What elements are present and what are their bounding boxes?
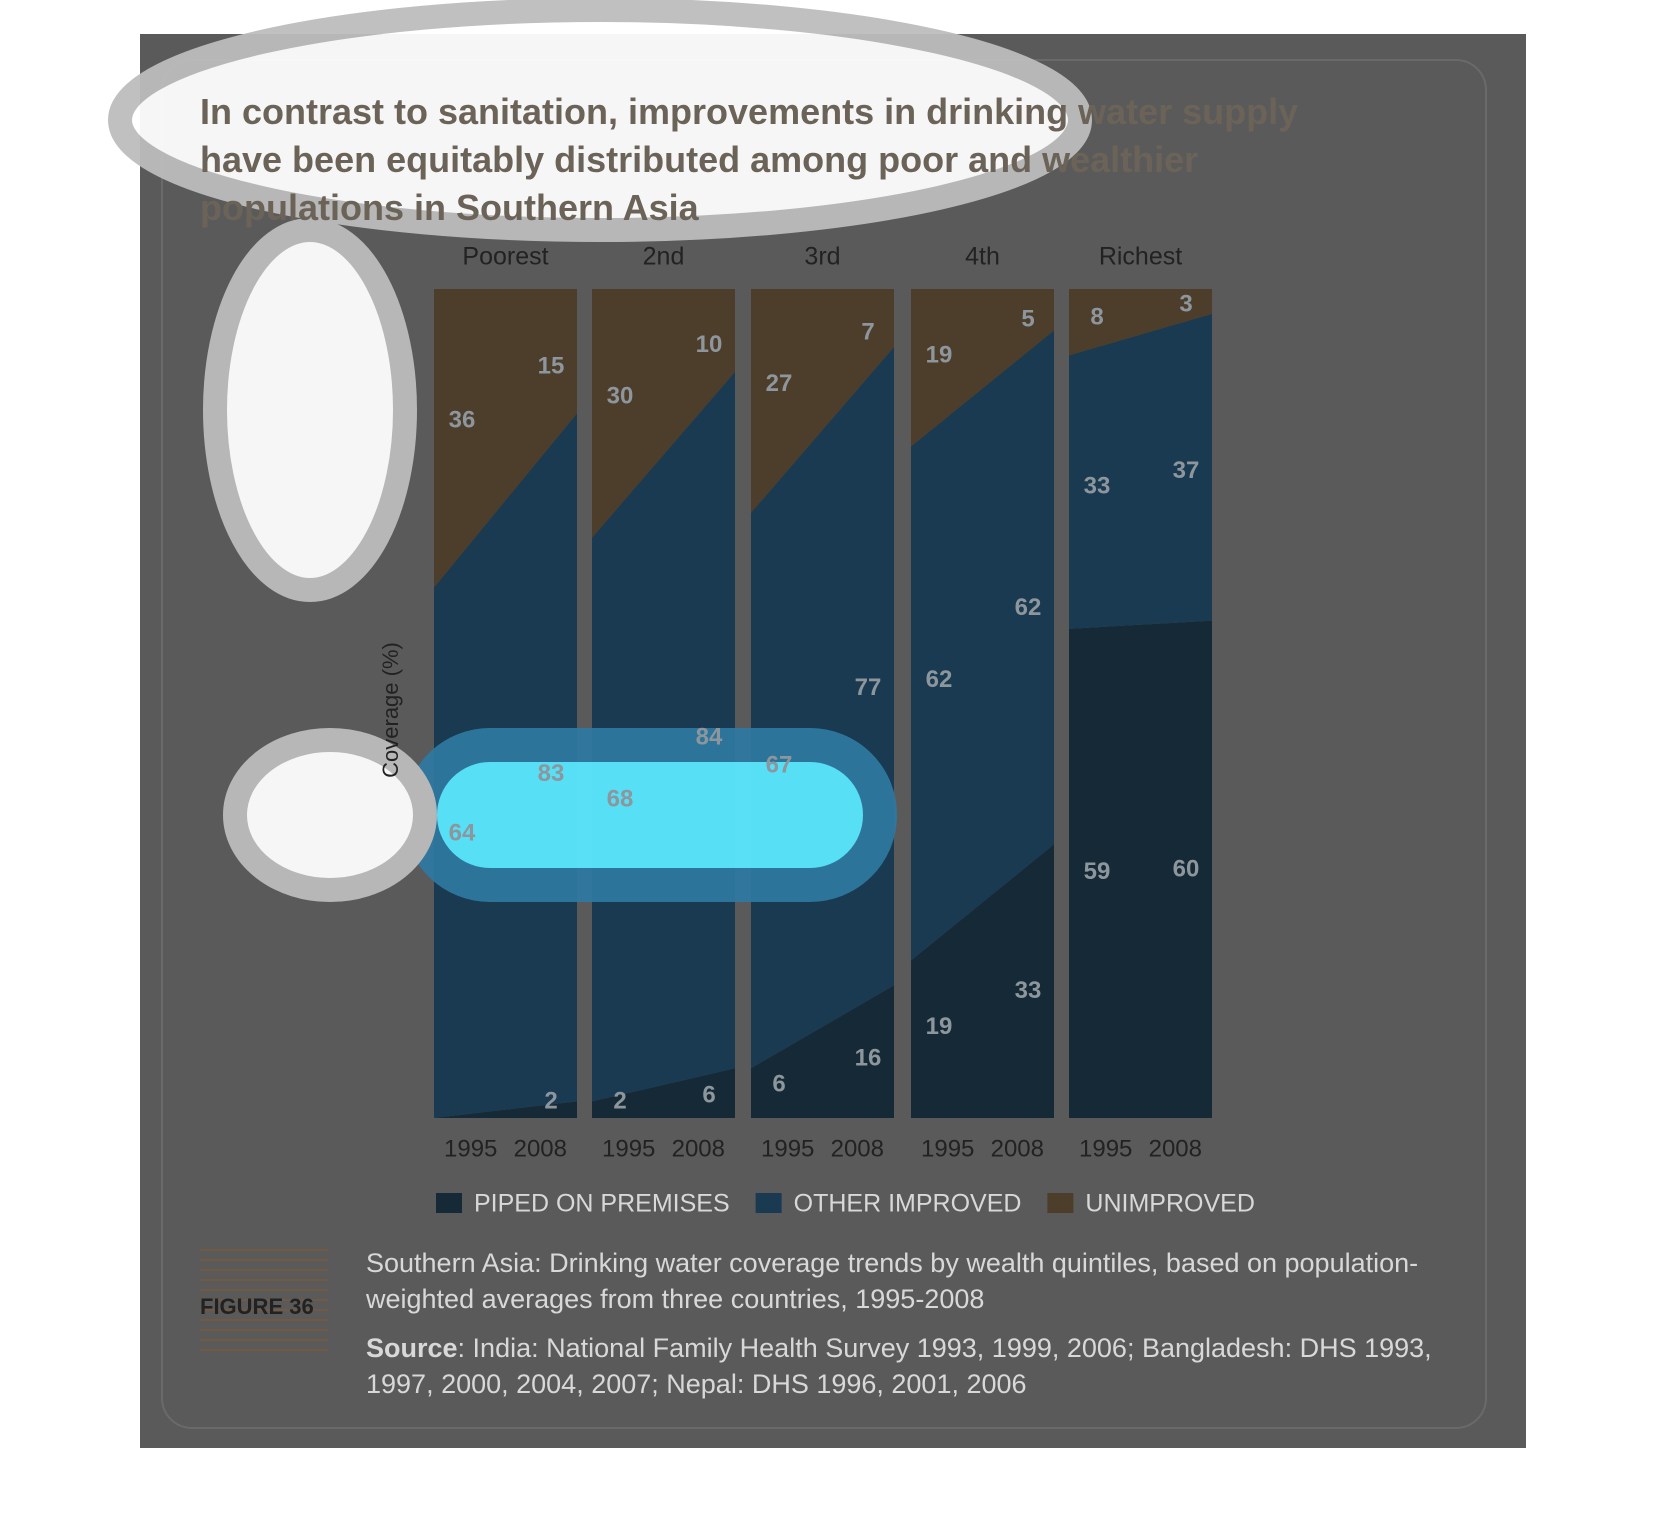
- source-text: : India: National Family Health Survey 1…: [366, 1333, 1432, 1399]
- chart-title: In contrast to sanitation, improvements …: [200, 91, 1298, 228]
- x-tick-label: 2008: [672, 1135, 725, 1162]
- value-label: 7: [861, 318, 874, 345]
- value-label: 68: [607, 785, 634, 812]
- x-tick-label: 2008: [991, 1135, 1044, 1162]
- panel-label: Poorest: [462, 243, 548, 271]
- x-tick-label: 2008: [514, 1135, 567, 1162]
- x-tick-label: 1995: [444, 1135, 497, 1162]
- x-tick-label: 1995: [761, 1135, 814, 1162]
- area-segment: [1069, 289, 1212, 356]
- value-label: 6: [772, 1070, 785, 1097]
- value-label: 36: [449, 407, 476, 434]
- panel-label: Richest: [1099, 243, 1182, 271]
- value-label: 84: [696, 724, 723, 751]
- value-label: 16: [855, 1045, 882, 1072]
- value-label: 8: [1090, 303, 1103, 330]
- value-label: 59: [1084, 858, 1111, 885]
- value-label: 6: [702, 1081, 715, 1108]
- figure-label: FIGURE 36: [200, 1294, 314, 1319]
- area-segment: [751, 289, 894, 513]
- heat-blob: [108, 0, 1092, 242]
- area-segment: [592, 289, 735, 538]
- value-label: 10: [696, 331, 723, 358]
- value-label: 60: [1173, 855, 1200, 882]
- value-label: 3: [1179, 291, 1192, 318]
- value-label: 64: [449, 819, 476, 846]
- caption: Southern Asia: Drinking water coverage t…: [366, 1248, 1419, 1314]
- value-label: 27: [766, 370, 793, 397]
- area-segment: [434, 1101, 577, 1118]
- area-segment: [592, 1068, 735, 1118]
- panel-label: 2nd: [643, 243, 685, 271]
- value-label: 83: [538, 760, 565, 787]
- heat-blob: [403, 728, 897, 902]
- value-label: 77: [855, 674, 882, 701]
- x-tick-label: 1995: [1079, 1135, 1132, 1162]
- value-label: 37: [1173, 457, 1200, 484]
- x-tick-label: 1995: [602, 1135, 655, 1162]
- area-segment: [751, 985, 894, 1118]
- value-label: 19: [926, 342, 953, 369]
- x-tick-label: 2008: [831, 1135, 884, 1162]
- value-label: 2: [544, 1087, 557, 1114]
- area-segment: [911, 289, 1054, 447]
- marks: [434, 289, 1212, 1119]
- heatmap-overlay: [108, 0, 1092, 902]
- legend-label: UNIMPROVED: [1085, 1190, 1254, 1218]
- x-tick-label: 1995: [921, 1135, 974, 1162]
- heat-blob: [203, 218, 417, 602]
- area-segment: [434, 289, 577, 588]
- value-label: 33: [1084, 473, 1111, 500]
- labels: Coverage (%) In contrast to sanitation, …: [200, 91, 1298, 1351]
- value-label: 30: [607, 382, 634, 409]
- x-tick-label: 2008: [1149, 1135, 1202, 1162]
- value-label: 2: [613, 1087, 626, 1114]
- area-segment: [911, 330, 1054, 961]
- value-label: 5: [1021, 306, 1034, 333]
- area-segment: [1069, 620, 1212, 1118]
- value-label: 62: [1015, 594, 1042, 621]
- legend-swatch: [436, 1193, 462, 1213]
- legend-swatch: [1047, 1193, 1074, 1213]
- legend-label: PIPED ON PREMISES: [474, 1190, 730, 1218]
- legend-swatch: [755, 1193, 782, 1213]
- value-label: 33: [1015, 977, 1042, 1004]
- value-label: 62: [926, 666, 953, 693]
- panel-label: 4th: [965, 243, 1000, 271]
- y-axis-label: Coverage (%): [378, 642, 403, 778]
- area-segment: [1069, 313, 1212, 629]
- value-label: 15: [538, 352, 565, 379]
- legend-label: OTHER IMPROVED: [794, 1190, 1022, 1218]
- source: Source: India: National Family Health Su…: [366, 1330, 1446, 1402]
- source-label: Source: [366, 1333, 458, 1363]
- area-segment: [911, 844, 1054, 1118]
- panel-label: 3rd: [804, 243, 840, 271]
- heat-blob: [223, 728, 437, 902]
- value-label: 19: [926, 1013, 953, 1040]
- value-label: 67: [766, 752, 793, 779]
